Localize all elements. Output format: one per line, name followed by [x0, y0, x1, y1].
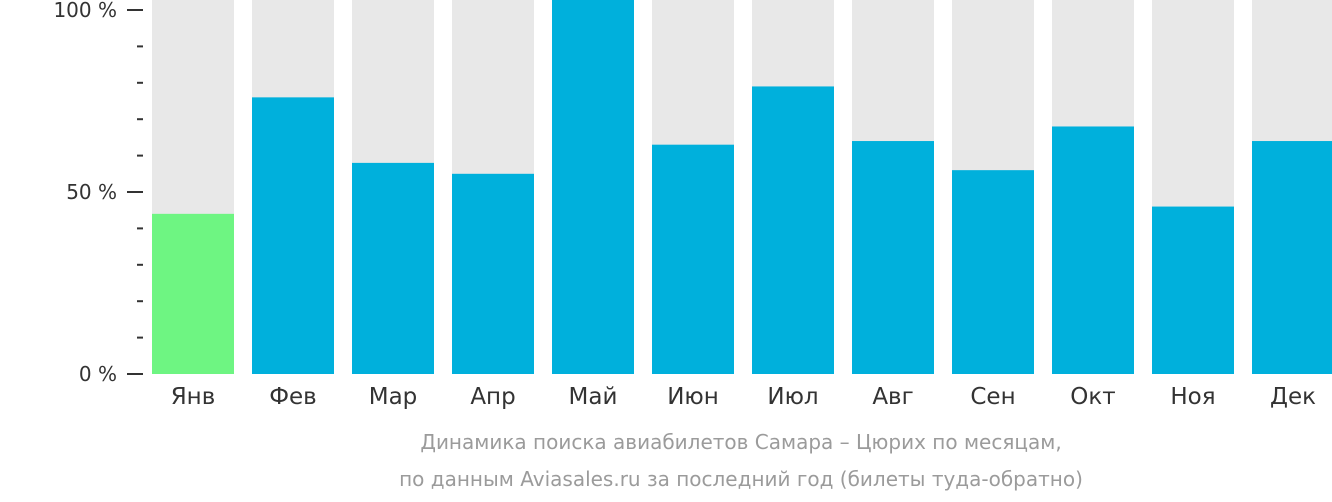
bar-7[interactable] — [752, 86, 834, 374]
y-tick-label: 50 % — [66, 180, 117, 204]
y-tick-label: 100 % — [53, 0, 117, 22]
bar-12[interactable] — [1252, 141, 1332, 374]
bar-2[interactable] — [252, 97, 334, 375]
bar-8[interactable] — [852, 141, 934, 374]
x-category-label: Июл — [767, 384, 818, 410]
chart-caption-line-1: Динамика поиска авиабилетов Самара – Цюр… — [420, 430, 1062, 454]
x-category-label: Сен — [970, 384, 1015, 410]
bar-1[interactable] — [152, 213, 234, 374]
bar-9[interactable] — [952, 170, 1034, 374]
bar-11[interactable] — [1152, 206, 1234, 374]
bar-5[interactable] — [552, 0, 634, 374]
y-tick-label: 0 % — [79, 362, 117, 386]
x-category-label: Янв — [171, 384, 216, 410]
bar-6[interactable] — [652, 144, 734, 374]
chart-caption-line-2: по данным Aviasales.ru за последний год … — [399, 467, 1083, 491]
x-category-label: Апр — [470, 384, 515, 410]
x-category-label: Июн — [667, 384, 719, 410]
x-category-label: Ноя — [1170, 384, 1215, 410]
x-category-label: Дек — [1270, 384, 1316, 410]
x-category-label: Май — [569, 384, 618, 410]
x-axis-labels: Янв Фев Мар Апр Май Июн Июл Авг Сен Окт Ноя Дек — [171, 384, 1316, 410]
bars — [152, 0, 1332, 375]
x-category-label: Авг — [872, 384, 913, 410]
y-axis: 0 % 50 % 100 % — [53, 0, 143, 386]
bar-4[interactable] — [452, 173, 534, 374]
bar-10[interactable] — [1052, 126, 1134, 374]
bar-3[interactable] — [352, 162, 434, 374]
x-category-label: Фев — [269, 384, 317, 410]
x-category-label: Мар — [369, 384, 418, 410]
x-category-label: Окт — [1070, 384, 1115, 410]
